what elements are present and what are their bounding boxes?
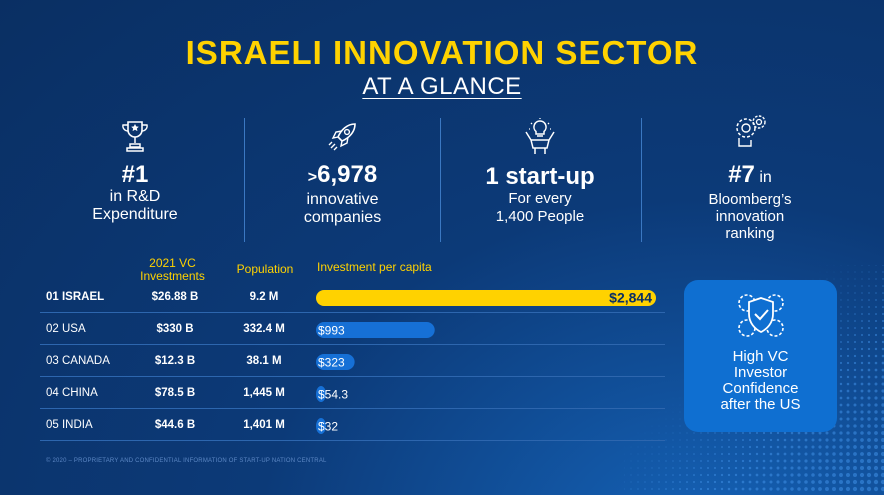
stat-value: >6,978 (265, 162, 420, 191)
country-name: 01 ISRAEL (46, 291, 105, 303)
page-title: ISRAELI INNOVATION SECTOR (185, 34, 699, 71)
table-row: 02 USA $330 B 332.4 M (40, 314, 665, 345)
vc-card-line4: after the US (720, 396, 801, 413)
vc-card-label: High VC Investor Confidence after the US (684, 349, 837, 413)
table-row: 04 CHINA $78.5 B 1,445 M (40, 378, 665, 409)
shield-gears-icon (738, 294, 784, 337)
table-row: 05 INDIA $44.6 B 1,401 M (40, 410, 665, 441)
gears-brain-icon (736, 115, 766, 147)
stat-label-line1: Bloomberg’s (708, 191, 792, 208)
country-name: 05 INDIA (46, 419, 93, 431)
column-header-population: Population (236, 262, 294, 276)
vc-card-line1: High VC (732, 348, 789, 365)
table-row: 03 CANADA $12.3 B 38.1 M (40, 346, 665, 377)
rocket-icon (328, 123, 356, 151)
vc-investment-value: $12.3 B (154, 355, 196, 367)
stat-label-line3: ranking (725, 225, 775, 242)
stat-suffix: in (754, 169, 772, 186)
stat-number: #7 (728, 161, 755, 188)
column-header-per-capita: Investment per capita (317, 260, 432, 274)
stat-value: 1 start-up (485, 163, 595, 190)
stat-prefix: > (307, 169, 318, 186)
population-value: 1,401 M (243, 419, 285, 431)
stat-label-line1: innovative (306, 191, 379, 208)
stat-label-line1: For every (508, 190, 572, 207)
population-value: 332.4 M (243, 323, 285, 335)
stat-label-line2: companies (303, 209, 382, 226)
vc-card-line2: Investor (733, 364, 788, 381)
stat-label-line1: in R&D (109, 188, 161, 205)
divider (641, 118, 642, 242)
country-name: 02 USA (46, 323, 86, 335)
population-value: 1,445 M (243, 387, 285, 399)
divider (244, 118, 245, 242)
page-subtitle: AT A GLANCE (0, 73, 884, 101)
vc-investment-value: $78.5 B (154, 387, 196, 399)
vc-investment-value: $44.6 B (154, 419, 196, 431)
trophy-icon (122, 121, 148, 152)
vc-investment-value: $330 B (156, 323, 194, 335)
table-row: 01 ISRAEL $26.88 B 9.2 M (40, 282, 665, 313)
stat-bloomberg-ranking: #7 in Bloomberg’s innovation ranking (670, 112, 830, 242)
vc-confidence-card: High VC Investor Confidence after the US (684, 280, 837, 432)
divider (440, 118, 441, 242)
stat-rd-expenditure: #1 in R&D Expenditure (60, 118, 210, 224)
stat-value: #7 in (670, 162, 830, 191)
stat-number: 6,978 (317, 161, 378, 188)
stat-label-line2: Expenditure (92, 206, 178, 223)
stat-startups-per-capita: 1 start-up For every 1,400 People (460, 118, 620, 226)
country-name: 03 CANADA (46, 355, 110, 367)
column-header-investments: 2021 VC Investments (140, 256, 205, 283)
stat-label-line2: 1,400 People (495, 208, 585, 225)
vc-card-line3: Confidence (722, 380, 799, 397)
population-value: 9.2 M (249, 291, 279, 303)
stat-label-line2: innovation (715, 208, 785, 225)
copyright-footer: © 2020 – PROPRIETARY AND CONFIDENTIAL IN… (46, 458, 327, 464)
stat-value: #1 (121, 161, 149, 188)
subtitle-text: AT A GLANCE (362, 73, 522, 100)
lightbulb-person-icon (525, 118, 555, 154)
population-value: 38.1 M (246, 355, 282, 367)
vc-investment-value: $26.88 B (151, 291, 199, 303)
stat-innovative-companies: >6,978 innovative companies (265, 118, 420, 227)
country-name: 04 CHINA (46, 387, 98, 399)
